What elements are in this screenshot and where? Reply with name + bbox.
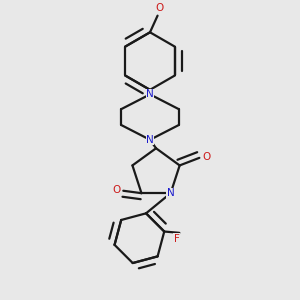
Text: N: N (146, 89, 154, 99)
Text: O: O (202, 152, 210, 162)
Text: N: N (146, 135, 154, 145)
Text: F: F (174, 234, 180, 244)
Text: N: N (167, 188, 175, 198)
Text: O: O (155, 3, 163, 13)
Text: O: O (112, 185, 121, 195)
